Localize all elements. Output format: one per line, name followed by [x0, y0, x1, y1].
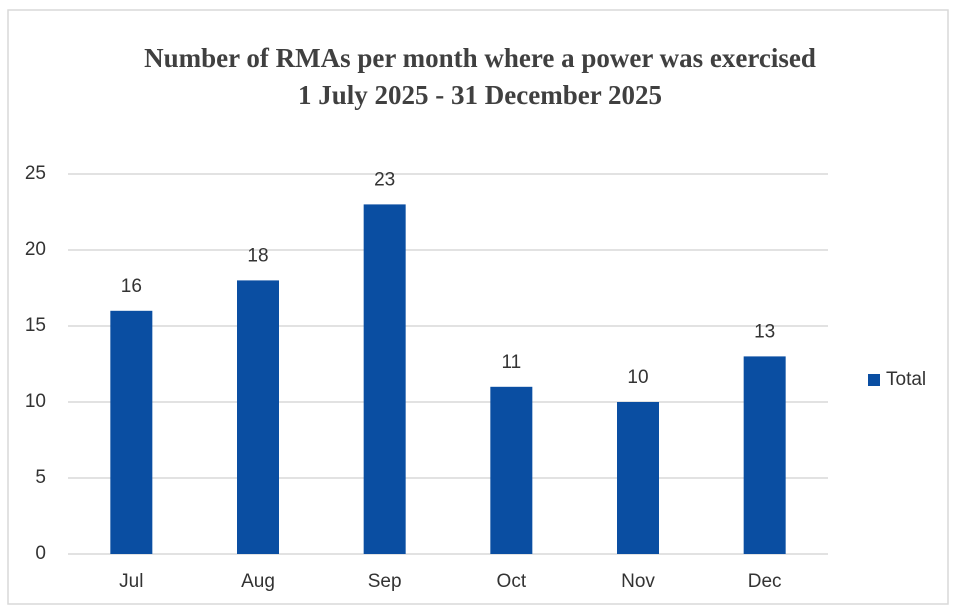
y-tick-label: 0: [35, 543, 46, 564]
data-label: 18: [247, 245, 268, 266]
bar: [110, 310, 153, 554]
bar: [363, 204, 406, 554]
x-tick-label: Aug: [241, 571, 275, 592]
chart-border: [7, 9, 949, 605]
y-tick-label: 5: [35, 467, 46, 488]
bar: [743, 356, 786, 554]
y-tick-label: 25: [25, 163, 46, 184]
x-tick-label: Oct: [497, 571, 527, 592]
bar: [617, 402, 659, 554]
y-tick-label: 20: [25, 239, 46, 260]
x-tick-label: Jul: [119, 571, 143, 592]
data-label: 11: [501, 352, 521, 373]
data-label: 23: [374, 169, 395, 190]
x-tick-label: Sep: [368, 571, 402, 592]
x-tick-label: Dec: [748, 571, 782, 592]
bar: [490, 386, 533, 554]
x-tick-label: Nov: [621, 571, 655, 592]
legend-swatch: [868, 374, 880, 386]
data-label: 13: [754, 321, 775, 342]
title-block: Number of RMAs per month where a power w…: [130, 40, 830, 114]
data-label: 16: [121, 276, 142, 297]
legend-label: Total: [886, 369, 926, 390]
data-label: 10: [627, 367, 648, 388]
chart-subtitle: 1 July 2025 - 31 December 2025: [298, 80, 662, 110]
y-tick-label: 15: [25, 315, 46, 336]
y-tick-label: 10: [25, 391, 46, 412]
bar: [237, 280, 279, 554]
chart-title: Number of RMAs per month where a power w…: [144, 43, 816, 73]
